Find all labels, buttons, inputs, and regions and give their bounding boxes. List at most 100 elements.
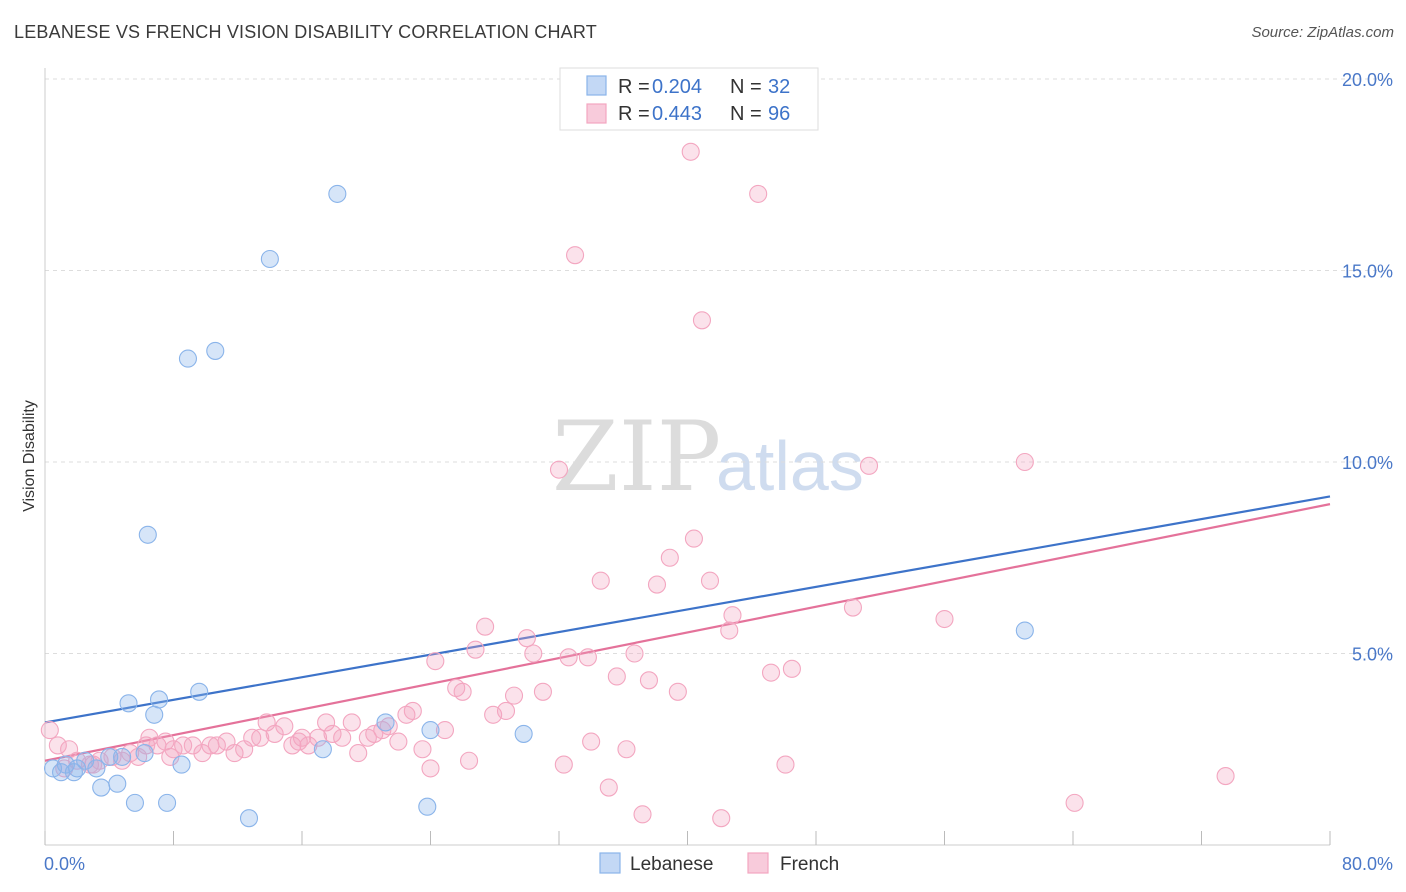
point-french-90 — [1065, 793, 1084, 812]
point-french-43 — [403, 701, 422, 721]
point-french-64 — [582, 732, 601, 751]
point-french-76 — [684, 529, 703, 548]
point-french-86 — [843, 598, 862, 617]
legend: R = 0.204 N = 32 R = 0.443 N = 96 — [559, 67, 819, 131]
legend-r-label-lebanese: R = — [618, 76, 650, 98]
watermark-atlas: atlas — [716, 427, 864, 505]
point-french-87 — [859, 456, 879, 475]
point-french-19 — [207, 736, 226, 755]
y-tick-label-15: 15.0% — [1342, 262, 1393, 282]
point-french-21 — [225, 744, 244, 763]
point-french-75 — [681, 142, 700, 161]
point-lebanese-20 — [190, 682, 209, 701]
point-french-60 — [554, 755, 573, 774]
legend-n-label-french: N = — [730, 103, 762, 125]
point-french-61 — [559, 648, 578, 667]
y-tick-labels: 5.0% 10.0% 15.0% 20.0% — [1342, 70, 1393, 665]
source-label: Source: ZipAtlas.com — [1251, 24, 1394, 41]
y-axis-label: Vision Disability — [21, 400, 38, 512]
point-lebanese-6 — [87, 759, 106, 778]
point-french-62 — [566, 246, 585, 265]
point-lebanese-13 — [135, 744, 154, 763]
point-french-67 — [607, 667, 626, 686]
legend-n-value-french: 96 — [768, 103, 790, 125]
legend-swatch-french — [586, 103, 607, 124]
point-french-78 — [700, 571, 720, 590]
point-french-81 — [723, 606, 742, 625]
y-tick-label-10: 10.0% — [1342, 453, 1393, 473]
point-french-27 — [275, 717, 294, 736]
point-lebanese-7 — [92, 778, 111, 797]
point-french-66 — [599, 778, 618, 797]
point-lebanese-9 — [108, 774, 127, 793]
point-french-0 — [40, 721, 59, 740]
point-lebanese-8 — [100, 747, 119, 766]
point-french-71 — [639, 671, 659, 690]
point-french-94 — [289, 732, 308, 751]
point-french-57 — [524, 644, 543, 663]
point-lebanese-27 — [418, 797, 437, 816]
x-tick-label-max: 80.0% — [1342, 854, 1393, 874]
point-french-80 — [720, 621, 739, 640]
point-french-59 — [549, 460, 569, 479]
grid-lines — [45, 78, 1392, 654]
point-french-88 — [935, 609, 954, 629]
point-french-52 — [476, 617, 495, 636]
point-french-83 — [761, 663, 781, 682]
point-french-70 — [633, 805, 652, 824]
bottom-legend: Lebanese French — [599, 852, 839, 875]
bottom-legend-swatch-french — [747, 852, 769, 874]
point-french-45 — [421, 759, 440, 778]
point-french-1 — [48, 736, 67, 755]
point-french-46 — [426, 652, 445, 671]
point-french-63 — [578, 648, 597, 667]
point-french-26 — [265, 724, 284, 743]
point-lebanese-24 — [313, 740, 332, 759]
point-french-65 — [591, 571, 610, 590]
bottom-legend-label-lebanese: Lebanese — [630, 854, 713, 875]
chart-title: LEBANESE VS FRENCH VISION DISABILITY COR… — [14, 22, 597, 42]
point-french-15 — [174, 736, 193, 755]
legend-r-value-lebanese: 0.204 — [652, 76, 702, 98]
point-french-68 — [617, 740, 636, 759]
point-french-54 — [496, 701, 516, 721]
point-lebanese-25 — [328, 184, 347, 203]
point-french-56 — [517, 629, 536, 648]
point-french-47 — [435, 721, 455, 740]
point-french-69 — [625, 644, 644, 663]
point-french-91 — [1216, 767, 1235, 786]
x-ticks — [44, 831, 1331, 845]
point-lebanese-22 — [239, 809, 259, 828]
point-lebanese-17 — [158, 793, 177, 812]
x-tick-label-min: 0.0% — [44, 854, 85, 874]
watermark-zip: ZIP — [552, 401, 721, 513]
point-lebanese-30 — [1015, 621, 1034, 640]
point-french-30 — [299, 736, 318, 755]
point-french-79 — [712, 809, 731, 828]
point-french-50 — [459, 751, 479, 770]
point-french-85 — [782, 659, 801, 678]
bottom-legend-label-french: French — [780, 854, 839, 875]
point-french-55 — [504, 686, 524, 705]
legend-n-label-lebanese: N = — [730, 76, 762, 98]
legend-r-label-french: R = — [618, 103, 650, 125]
point-lebanese-15 — [145, 705, 164, 724]
point-french-51 — [466, 640, 485, 659]
point-french-72 — [647, 575, 667, 594]
point-french-16 — [183, 736, 202, 755]
point-lebanese-11 — [119, 694, 138, 713]
point-french-74 — [668, 682, 687, 701]
point-lebanese-10 — [113, 747, 132, 766]
point-lebanese-26 — [376, 713, 395, 732]
point-french-77 — [692, 311, 712, 330]
point-french-82 — [749, 184, 768, 203]
legend-swatch-lebanese — [586, 75, 607, 96]
point-french-49 — [453, 682, 472, 701]
point-french-84 — [776, 755, 795, 774]
point-lebanese-21 — [206, 341, 225, 360]
point-lebanese-19 — [178, 349, 198, 368]
point-french-36 — [349, 744, 368, 763]
point-lebanese-29 — [514, 724, 533, 743]
point-french-24 — [251, 728, 270, 747]
point-french-33 — [323, 724, 342, 743]
